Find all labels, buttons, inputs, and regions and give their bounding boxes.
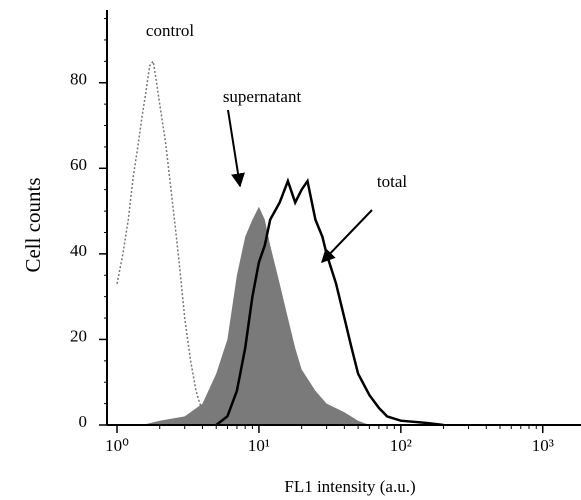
y-tick-label: 20 [70, 326, 87, 345]
y-tick-label: 60 [70, 155, 87, 174]
x-tick-label: 10² [390, 436, 412, 455]
y-tick-label: 40 [70, 241, 87, 260]
x-tick-label: 10¹ [248, 436, 270, 455]
y-tick-label: 80 [70, 70, 87, 89]
arrow [227, 109, 245, 188]
y-tick-label: 0 [79, 412, 88, 431]
y-axis-label: Cell counts [21, 177, 45, 272]
annotation: total [377, 172, 407, 191]
x-axis-label: FL1 intensity (a.u.) [284, 477, 415, 496]
arrow [321, 209, 373, 264]
annotation: supernatant [223, 87, 302, 106]
histogram-solid [215, 177, 444, 427]
histogram-filled [142, 206, 370, 425]
annotation: control [146, 21, 194, 40]
histogram-dotted [116, 59, 217, 426]
x-tick-label: 10³ [532, 436, 554, 455]
x-tick-label: 10⁰ [105, 436, 129, 455]
